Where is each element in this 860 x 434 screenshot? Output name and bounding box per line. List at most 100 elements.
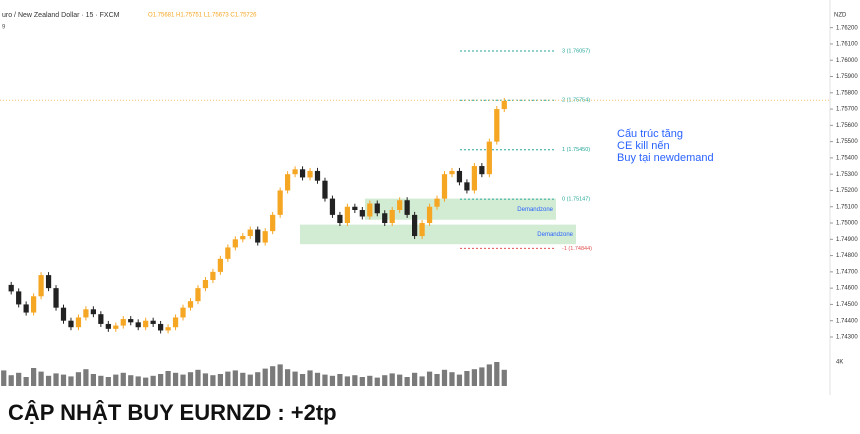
volume-bar [38, 371, 44, 386]
volume-bar [277, 364, 283, 386]
candle [180, 307, 186, 318]
volume-bar [404, 377, 410, 386]
demand-zone [365, 198, 556, 220]
candle [479, 166, 485, 175]
y-tick-label: 1.74700 [836, 269, 858, 275]
candle [75, 317, 82, 328]
volume-bar [187, 372, 194, 386]
y-tick-label: 1.74500 [836, 302, 858, 308]
volume-bar [285, 369, 291, 386]
candle [172, 317, 179, 328]
volume-bar [75, 372, 82, 386]
candle [113, 325, 119, 329]
y-tick-label: 1.75400 [836, 155, 858, 161]
volume-bar [83, 369, 89, 386]
volume-bar [464, 371, 470, 386]
volume-bar [270, 366, 276, 386]
volume-bar [389, 373, 395, 386]
candle [60, 307, 67, 321]
indicator: 9 [2, 25, 6, 31]
candle [31, 296, 37, 313]
volume-bar [90, 374, 96, 386]
volume-bar [128, 375, 134, 386]
candle [486, 141, 492, 175]
y-tick-label: 1.76200 [836, 25, 858, 31]
candle [195, 288, 201, 302]
y-tick-label: 1.76000 [836, 58, 858, 64]
volume-bar [8, 375, 14, 386]
candle [337, 214, 343, 224]
volume-bar [307, 370, 313, 386]
candle [53, 288, 59, 308]
candle [128, 319, 134, 323]
volume-bar [31, 368, 37, 386]
volume-bar [314, 372, 321, 386]
candle [464, 182, 470, 191]
y-tick-label: 1.75300 [836, 172, 858, 178]
candle [8, 284, 14, 292]
candle [270, 214, 276, 232]
candle [45, 275, 52, 289]
volume-bar [471, 369, 477, 386]
volume-bar [240, 372, 246, 386]
volume-bar [232, 370, 238, 386]
volume-bar [299, 374, 306, 386]
symbol: uro / New Zealand Dollar · 15 · FXCM [2, 12, 120, 19]
volume-bar [382, 375, 388, 386]
y-tick-label: 1.75100 [836, 204, 858, 210]
demand-zone [300, 224, 576, 245]
y-tick-label: 1.75200 [836, 188, 858, 194]
y-tick-label: 1.74900 [836, 237, 858, 243]
candle [292, 169, 298, 175]
volume-bar [135, 376, 141, 386]
candle [359, 210, 365, 217]
candle [344, 206, 350, 224]
candle [135, 322, 141, 328]
candle [456, 170, 463, 183]
candle [247, 229, 253, 237]
candle [158, 323, 164, 331]
volume-bar [412, 372, 418, 386]
volume-bar [494, 362, 500, 386]
currency: NZD [834, 13, 847, 19]
volume-bar [329, 375, 336, 386]
volume-tick-label: 4K [836, 360, 843, 366]
volume-bar [53, 373, 59, 386]
candle [120, 319, 126, 326]
volume-bar [456, 374, 463, 386]
y-tick-label: 1.74800 [836, 253, 858, 259]
volume-bar [150, 375, 156, 386]
ohlc: O1.75681 H1.75751 L1.75673 C1.75726 [148, 13, 257, 19]
volume-bar [158, 374, 164, 386]
volume-bar [202, 373, 209, 386]
y-tick-label: 1.74600 [836, 286, 858, 292]
volume-bar [501, 369, 507, 386]
volume-bar [120, 372, 126, 386]
candle [143, 320, 149, 328]
candle [441, 174, 448, 199]
volume-bar [16, 372, 22, 386]
candle [105, 323, 111, 329]
candle [217, 258, 223, 272]
annotation: Cấu trúc tăng [617, 128, 683, 140]
candle [404, 200, 410, 215]
annotation: CE kill nến [617, 140, 670, 152]
volume-bar [337, 374, 343, 386]
fib-label: 1 (1.75450) [562, 147, 590, 153]
volume-bar [180, 374, 186, 386]
candle [449, 170, 455, 175]
candle [232, 239, 238, 248]
caption: CẬP NHẬT BUY EURNZD : +2tp [8, 400, 337, 425]
candle [240, 236, 246, 240]
volume-bar [113, 374, 119, 386]
fib-label: 0 (1.75147) [562, 197, 590, 203]
volume-bar [225, 371, 231, 386]
candle [255, 229, 261, 243]
candle [262, 231, 268, 243]
candle [374, 203, 380, 214]
candle [389, 210, 395, 224]
y-tick-label: 1.75600 [836, 123, 858, 129]
y-tick-label: 1.75700 [836, 107, 858, 113]
candle [434, 198, 440, 207]
